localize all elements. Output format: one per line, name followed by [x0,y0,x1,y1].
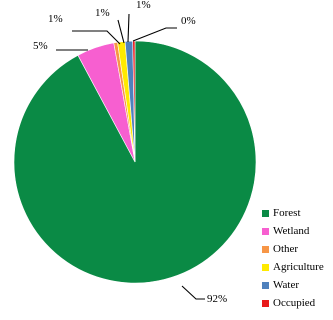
legend-swatch-forest [262,209,269,217]
legend-item-forest: Forest [262,204,324,222]
data-label-occupied: 0% [181,15,196,27]
leader-line-water [127,13,130,43]
legend-swatch-occupied [262,299,269,307]
leader-line-occupied [132,27,177,42]
legend-item-wetland: Wetland [262,222,324,240]
data-label-wetland: 5% [33,40,48,52]
data-label-forest: 92% [207,293,227,305]
legend-label-water: Water [273,279,299,291]
leader-line-forest [181,285,205,300]
legend-item-occupied: Occupied [262,294,324,312]
legend-swatch-other [262,245,269,253]
leader-line-other [72,30,121,45]
legend-swatch-wetland [262,227,269,235]
legend-swatch-agriculture [262,263,269,271]
data-label-agriculture: 1% [95,7,110,19]
legend-label-wetland: Wetland [273,225,310,237]
legend-item-other: Other [262,240,324,258]
legend-item-water: Water [262,276,324,294]
legend-swatch-water [262,281,269,289]
data-label-other: 1% [48,13,63,25]
legend-label-other: Other [273,243,299,255]
legend-label-agriculture: Agriculture [273,261,324,273]
leader-line-agriculture [117,19,125,44]
legend-item-agriculture: Agriculture [262,258,324,276]
legend-label-forest: Forest [273,207,301,219]
legend-label-occupied: Occupied [273,297,316,309]
data-label-water: 1% [136,0,151,11]
chart-legend: Forest Wetland Other Agriculture Water Occupi… [262,204,324,312]
